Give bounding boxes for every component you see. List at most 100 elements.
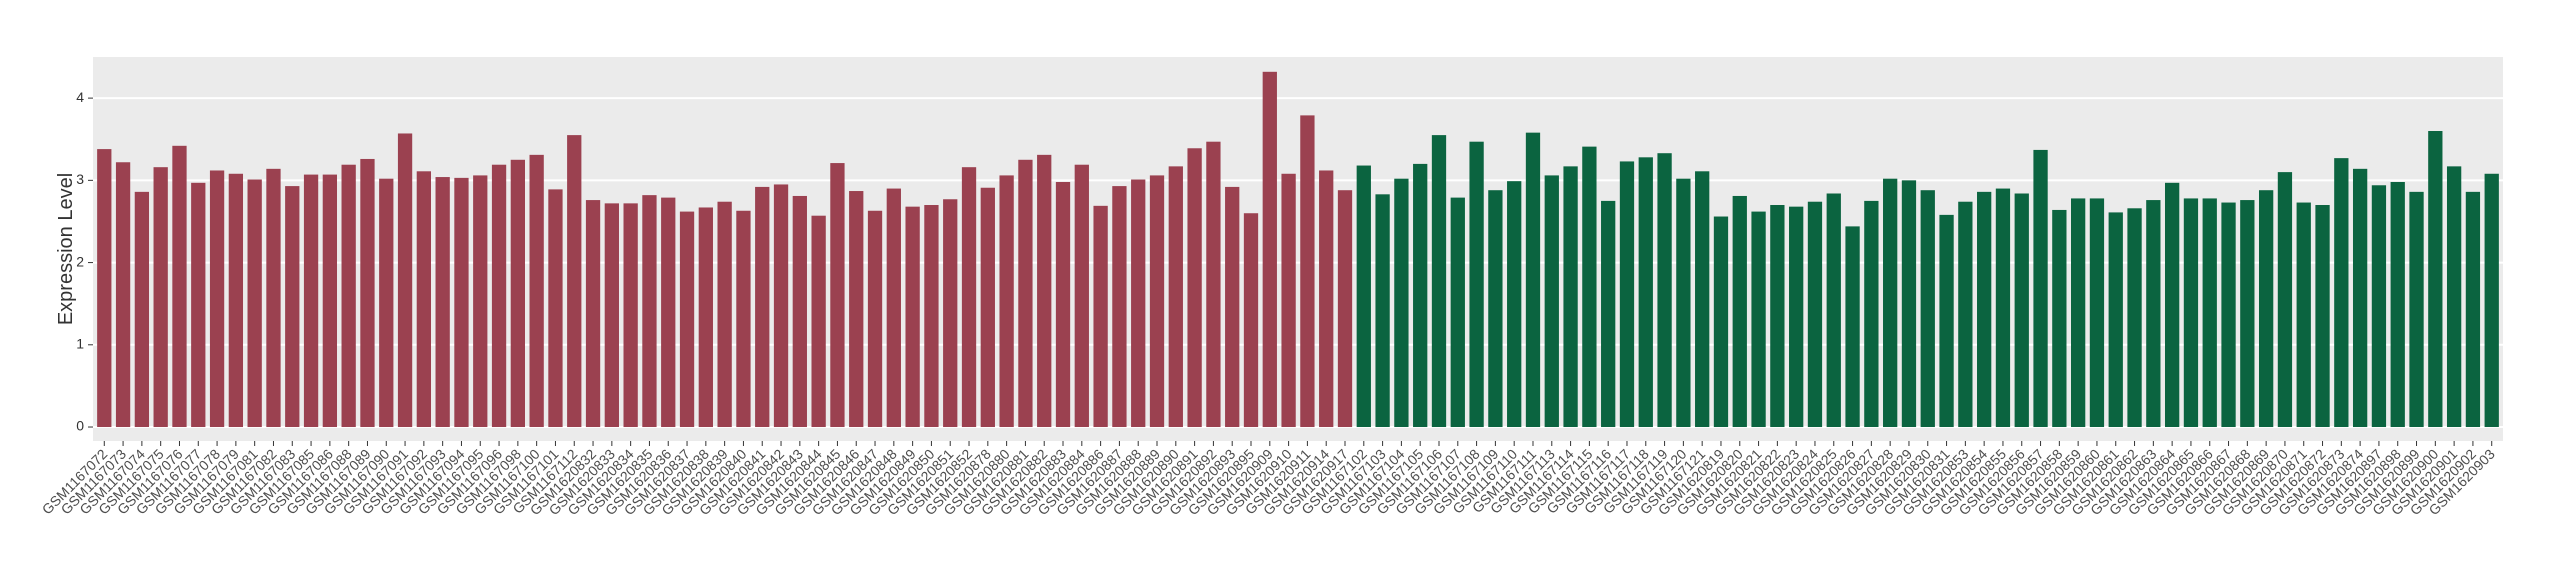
bar (1883, 178, 1898, 428)
bar (435, 177, 450, 428)
bar (905, 206, 920, 428)
bar (1450, 197, 1465, 428)
bar (642, 195, 657, 428)
bar (97, 149, 112, 428)
bar (886, 188, 901, 428)
bar (1037, 154, 1052, 428)
bar (2334, 158, 2349, 428)
bar (679, 211, 695, 428)
bar (228, 173, 244, 428)
bar (285, 186, 300, 428)
bar (999, 175, 1014, 428)
bar (1619, 161, 1635, 428)
bar (134, 191, 150, 428)
bar (2277, 172, 2293, 428)
bar (416, 171, 432, 428)
bar (2221, 202, 2236, 428)
bar (1243, 213, 1259, 428)
bar (379, 178, 394, 428)
bar (773, 184, 789, 428)
bar (1676, 178, 1691, 428)
bar (924, 205, 939, 428)
bar (1375, 194, 1390, 428)
bar (1394, 178, 1409, 428)
bar (322, 174, 338, 428)
bar (303, 174, 319, 428)
bar (1206, 141, 1221, 428)
bar (2240, 200, 2255, 428)
bar (1281, 173, 1296, 428)
bar (943, 199, 958, 428)
bar (209, 170, 225, 428)
bar (1488, 190, 1503, 428)
bar (567, 135, 582, 428)
bar (1770, 205, 1785, 428)
bar (717, 201, 732, 428)
bar (1168, 166, 1183, 428)
bar (1356, 165, 1371, 428)
bar (2146, 200, 2161, 428)
bar (1995, 188, 2011, 428)
bar (1431, 135, 1447, 428)
bar (1826, 193, 1841, 428)
bar (661, 197, 676, 428)
bar (2315, 205, 2330, 428)
bar (153, 167, 168, 428)
bar (1469, 141, 1484, 428)
bar (867, 210, 883, 428)
bar (1977, 191, 1992, 428)
y-tick-label: 0 (76, 418, 84, 434)
bar (1018, 159, 1033, 428)
bar (491, 164, 507, 428)
bar (360, 158, 375, 428)
bar (623, 203, 638, 428)
bar (2202, 198, 2217, 428)
bar (397, 133, 413, 428)
bar (2108, 212, 2123, 428)
bar (1131, 179, 1146, 428)
bar (2071, 198, 2086, 428)
bar (1337, 190, 1353, 428)
bar (1093, 205, 1108, 428)
y-tick-label: 2 (76, 253, 84, 269)
bar (341, 164, 356, 428)
y-tick-label: 1 (76, 335, 84, 351)
bar (1225, 186, 1240, 428)
bar (2258, 190, 2274, 428)
bar (2409, 191, 2424, 428)
bar (1939, 214, 1954, 428)
bar (1563, 166, 1578, 428)
y-axis-title: Expression Level (55, 173, 77, 325)
bar (2465, 191, 2481, 428)
bar (1262, 71, 1277, 428)
bar (172, 145, 187, 428)
bar (2089, 198, 2105, 428)
bar (736, 210, 751, 428)
bar (698, 207, 713, 428)
bar (2352, 168, 2368, 428)
bar (2127, 208, 2142, 428)
bar (473, 175, 488, 428)
bar (1300, 115, 1315, 428)
bar (548, 189, 563, 428)
bar (1901, 180, 1917, 428)
bar (830, 163, 845, 428)
bar (2183, 198, 2199, 428)
bar (604, 203, 619, 428)
bar (510, 159, 525, 428)
y-tick-label: 4 (76, 89, 84, 105)
bar (755, 186, 770, 428)
bar (585, 200, 601, 428)
bar (1187, 148, 1202, 428)
bar (1657, 153, 1672, 428)
bar (1507, 181, 1522, 428)
bar (1544, 175, 1559, 428)
bar (454, 177, 469, 428)
bar (2390, 181, 2405, 428)
bar (2052, 209, 2067, 428)
bar (2428, 131, 2443, 428)
bar (849, 191, 864, 428)
bar (1958, 201, 1973, 428)
bar (961, 167, 977, 428)
bar (1751, 211, 1766, 428)
